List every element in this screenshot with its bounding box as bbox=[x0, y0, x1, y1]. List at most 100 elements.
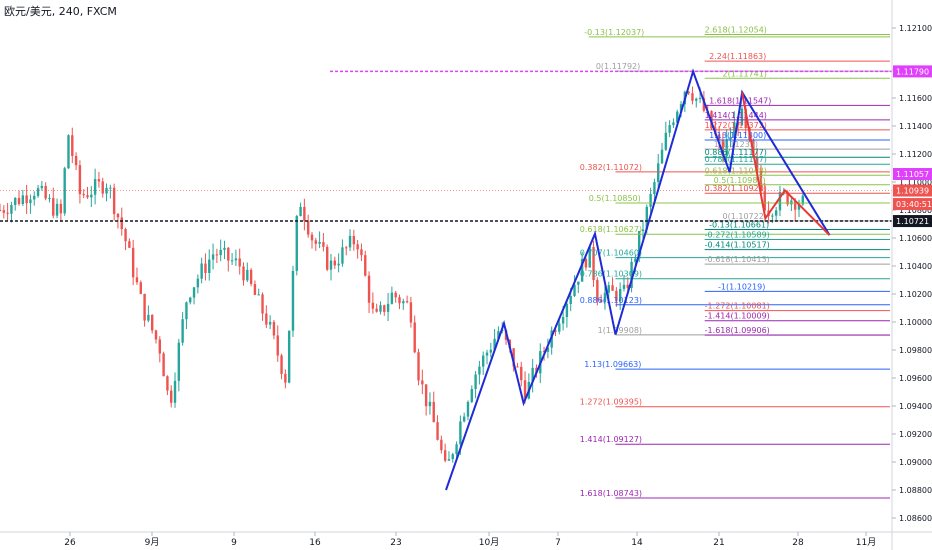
candle-body bbox=[596, 280, 599, 301]
candle-body bbox=[390, 292, 394, 304]
fib-level-label: 1.618(1.08743) bbox=[580, 489, 642, 498]
candle-body bbox=[584, 259, 588, 268]
fib-level-label: 1(1.09908) bbox=[598, 326, 642, 335]
fib-level-label: 1.414(1.09127) bbox=[580, 435, 642, 444]
time-tick-label: 28 bbox=[792, 538, 804, 548]
candle-body bbox=[204, 263, 207, 273]
candle-body bbox=[603, 292, 607, 302]
candle-body bbox=[120, 217, 123, 230]
price-tag bbox=[893, 198, 932, 211]
candle-body bbox=[166, 376, 169, 391]
candle-body bbox=[318, 242, 321, 244]
candle-body bbox=[523, 380, 527, 399]
fib-level-label: 2.24(1.11863) bbox=[709, 52, 766, 61]
candle-body bbox=[52, 198, 55, 216]
candle-body bbox=[272, 321, 276, 336]
candle-body bbox=[634, 258, 637, 262]
candle-body bbox=[740, 108, 744, 126]
candle-body bbox=[379, 305, 382, 312]
fib-level-label: 0.5(1.10850) bbox=[589, 194, 641, 203]
price-tick-label: 1.08800 bbox=[899, 486, 932, 495]
candle-body bbox=[607, 285, 610, 293]
candle-body bbox=[763, 191, 766, 211]
price-tag-label: 1.11790 bbox=[896, 67, 929, 76]
candle-body bbox=[348, 236, 352, 248]
candle-body bbox=[55, 203, 59, 216]
candle-body bbox=[455, 444, 458, 455]
fib-level-label: -1.414(1.10009) bbox=[705, 312, 770, 321]
candle-body bbox=[371, 302, 375, 309]
candle-body bbox=[394, 292, 397, 298]
candle-body bbox=[626, 284, 629, 288]
candle-body bbox=[238, 258, 241, 267]
candle-body bbox=[645, 206, 649, 230]
candle-body bbox=[630, 261, 633, 288]
candle-body bbox=[257, 294, 260, 296]
candle-body bbox=[322, 242, 325, 247]
candle-body bbox=[280, 355, 283, 374]
candle-body bbox=[147, 314, 150, 321]
candle-body bbox=[554, 330, 557, 332]
fib-level-label: 0(1.10722) bbox=[723, 212, 767, 221]
candle-body bbox=[516, 366, 519, 368]
candle-body bbox=[265, 313, 268, 325]
candle-body bbox=[512, 348, 515, 367]
fib-level-label: 0.886(1.10123) bbox=[580, 296, 642, 305]
candle-body bbox=[611, 285, 614, 291]
candle-body bbox=[771, 215, 774, 217]
candle-body bbox=[409, 302, 413, 323]
candle-body bbox=[352, 236, 356, 245]
candle-body bbox=[691, 93, 694, 101]
candle-body bbox=[192, 287, 196, 298]
candle-body bbox=[717, 134, 721, 141]
candle-body bbox=[124, 229, 127, 242]
fib-level-label: -0.618(1.10413) bbox=[705, 255, 770, 264]
candle-body bbox=[364, 255, 367, 276]
price-tick-label: 1.10200 bbox=[899, 290, 932, 299]
candle-body bbox=[618, 288, 622, 302]
candle-body bbox=[59, 203, 63, 214]
candle-body bbox=[577, 281, 580, 285]
candle-body bbox=[641, 229, 645, 231]
candle-body bbox=[440, 439, 443, 451]
candle-body bbox=[580, 259, 584, 282]
candle-body bbox=[253, 284, 257, 295]
candle-body bbox=[405, 301, 409, 303]
candle-body bbox=[44, 185, 47, 199]
candle-body bbox=[801, 195, 804, 205]
candle-body bbox=[17, 197, 21, 204]
candle-body bbox=[687, 91, 690, 94]
candle-body bbox=[459, 421, 462, 445]
price-axis: 1.121001.118001.116001.114001.112001.110… bbox=[891, 0, 932, 550]
candle-body bbox=[306, 220, 310, 235]
candle-body bbox=[215, 254, 219, 256]
candle-body bbox=[2, 210, 6, 213]
fib-level-label: -0.13(1.10661) bbox=[709, 220, 769, 229]
candle-body bbox=[668, 125, 671, 133]
candle-body bbox=[558, 323, 561, 332]
candle-body bbox=[451, 454, 454, 460]
candle-body bbox=[341, 247, 344, 264]
candle-body bbox=[664, 132, 668, 150]
candle-body bbox=[74, 155, 78, 166]
time-tick-label: 7 bbox=[555, 538, 561, 548]
candle-body bbox=[128, 241, 131, 248]
candle-body bbox=[520, 366, 523, 381]
candle-body bbox=[150, 314, 154, 331]
candle-body bbox=[588, 247, 591, 268]
candle-body bbox=[40, 185, 44, 189]
fib-level-label: 1.272(1.09395) bbox=[580, 398, 642, 407]
candle-body bbox=[48, 198, 51, 200]
candle-body bbox=[90, 194, 93, 198]
candle-body bbox=[82, 194, 85, 196]
candle-body bbox=[29, 199, 32, 204]
candle-body bbox=[177, 342, 181, 381]
fib-level-label: 1.13(1.11300) bbox=[709, 131, 766, 140]
fib-level-label: 0.886(1.11177) bbox=[705, 148, 767, 157]
candle-body bbox=[421, 380, 424, 385]
price-tag-label: 1.10721 bbox=[896, 217, 929, 226]
candle-body bbox=[21, 195, 25, 204]
candle-body bbox=[135, 277, 139, 283]
candle-body bbox=[303, 206, 306, 221]
